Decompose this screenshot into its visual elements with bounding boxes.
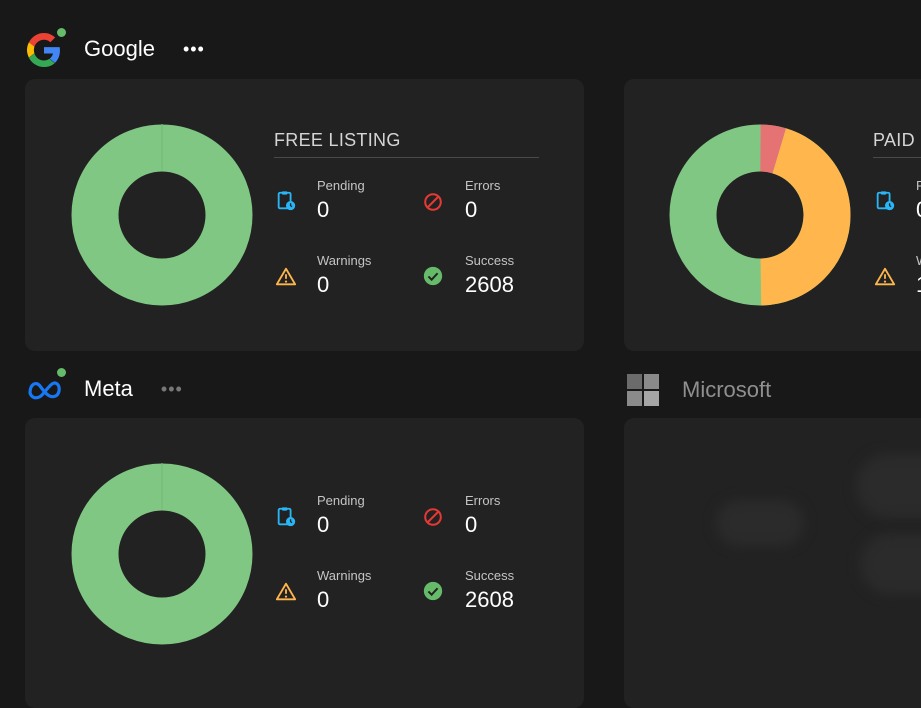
meta-pending-label: Pending bbox=[317, 493, 365, 508]
meta-more-button[interactable]: ••• bbox=[160, 379, 183, 399]
paid-warning-segment bbox=[669, 124, 851, 306]
meta-pending-value: 0 bbox=[317, 512, 330, 537]
meta-success-label: Success bbox=[465, 568, 515, 583]
microsoft-logo-icon bbox=[627, 374, 659, 406]
google-more-button[interactable]: ••• bbox=[182, 39, 205, 59]
meta-donut bbox=[71, 463, 253, 645]
paid-warnings-value: 1 bbox=[916, 272, 921, 298]
pending-label: Pending bbox=[317, 178, 365, 193]
google-name: Google bbox=[84, 36, 155, 61]
errors-block-icon bbox=[424, 193, 442, 211]
warnings-label: Warnings bbox=[317, 253, 372, 268]
meta-header: Meta ••• bbox=[27, 368, 183, 407]
pending-clipboard-icon bbox=[277, 191, 296, 211]
success-value: 2608 bbox=[465, 272, 514, 297]
paid-pending-label: P bbox=[916, 178, 921, 193]
google-paid-donut bbox=[669, 124, 851, 306]
microsoft-placeholder-blob bbox=[856, 454, 921, 518]
meta-name: Meta bbox=[84, 376, 133, 401]
meta-warning-triangle-icon bbox=[275, 582, 297, 601]
errors-value: 0 bbox=[465, 197, 478, 222]
meta-errors-value: 0 bbox=[465, 512, 478, 537]
google-header: Google ••• bbox=[27, 28, 205, 67]
meta-success-value: 2608 bbox=[465, 587, 514, 612]
paid-divider bbox=[873, 157, 921, 158]
free-listing-title: FREE LISTING bbox=[274, 130, 401, 150]
free-listing-divider bbox=[274, 157, 539, 158]
meta-logo-icon bbox=[27, 368, 66, 407]
microsoft-placeholder-blob bbox=[860, 534, 921, 594]
meta-success-check-icon bbox=[423, 581, 443, 601]
meta-card: Pending 0 Errors 0 Warnings 0 Success 26… bbox=[25, 418, 584, 708]
google-free-listing-card: FREE LISTING Pending 0 Errors 0 Warnings… bbox=[25, 79, 584, 351]
warnings-value: 0 bbox=[317, 272, 330, 297]
success-check-icon bbox=[423, 266, 443, 286]
meta-errors-label: Errors bbox=[465, 493, 501, 508]
google-status-dot bbox=[57, 28, 66, 37]
paid-warnings-label: W bbox=[916, 253, 921, 268]
google-free-donut bbox=[71, 124, 253, 306]
microsoft-header: Microsoft bbox=[627, 374, 771, 406]
microsoft-card bbox=[624, 418, 921, 708]
paid-title: PAID bbox=[873, 130, 915, 150]
warning-triangle-icon bbox=[275, 267, 297, 286]
errors-label: Errors bbox=[465, 178, 501, 193]
meta-errors-block-icon bbox=[424, 508, 442, 526]
meta-warnings-label: Warnings bbox=[317, 568, 372, 583]
meta-warnings-value: 0 bbox=[317, 587, 330, 612]
meta-status-dot bbox=[57, 368, 66, 377]
microsoft-name: Microsoft bbox=[682, 377, 772, 402]
google-paid-card: PAID P 0 W 1 bbox=[624, 79, 921, 351]
paid-pending-value: 0 bbox=[916, 197, 921, 223]
paid-warning-triangle-icon bbox=[874, 267, 896, 286]
microsoft-placeholder-blob bbox=[716, 500, 804, 546]
paid-pending-clipboard-icon bbox=[876, 191, 895, 211]
google-logo-icon bbox=[27, 28, 66, 67]
success-label: Success bbox=[465, 253, 515, 268]
pending-value: 0 bbox=[317, 197, 330, 222]
meta-pending-clipboard-icon bbox=[277, 507, 296, 527]
